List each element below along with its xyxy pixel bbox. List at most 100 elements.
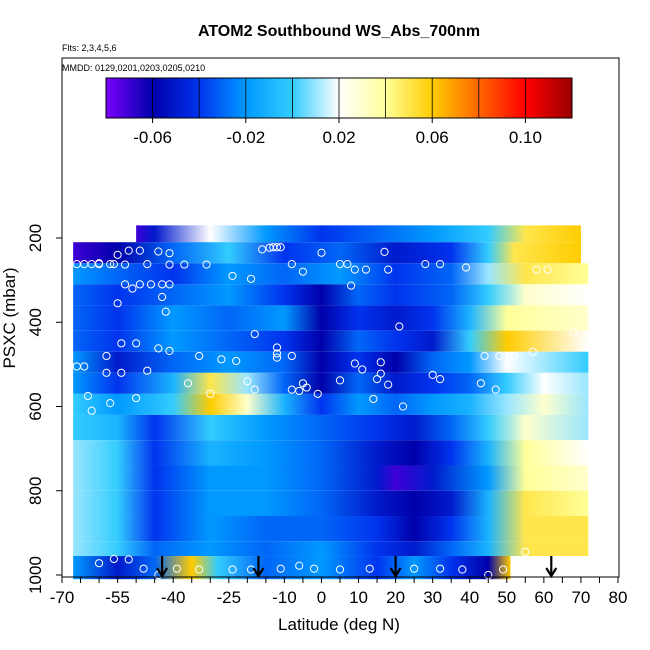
data-marker bbox=[250, 329, 259, 339]
data-marker bbox=[128, 284, 137, 293]
data-marker bbox=[510, 351, 519, 361]
heatmap-band bbox=[73, 414, 589, 441]
data-marker bbox=[258, 245, 267, 254]
colorbar-tick-label: -0.02 bbox=[226, 128, 265, 147]
data-marker bbox=[157, 292, 167, 302]
data-marker bbox=[276, 243, 285, 252]
data-marker bbox=[183, 379, 193, 388]
heatmap-band bbox=[73, 490, 589, 517]
down-arrow bbox=[252, 556, 265, 579]
data-marker bbox=[421, 260, 430, 269]
data-marker bbox=[106, 399, 115, 408]
colorbar-tick-label: -0.06 bbox=[133, 128, 172, 147]
data-marker bbox=[94, 260, 104, 269]
data-marker bbox=[272, 353, 282, 362]
x-tick-label: 80 bbox=[609, 588, 628, 607]
data-marker bbox=[435, 375, 445, 384]
data-marker bbox=[569, 328, 578, 337]
x-tick-label: 0 bbox=[317, 588, 326, 607]
heatmap-band bbox=[136, 225, 581, 243]
data-marker bbox=[65, 360, 74, 369]
data-marker bbox=[410, 564, 419, 573]
data-marker bbox=[139, 564, 148, 573]
data-marker bbox=[287, 385, 296, 394]
heatmap-band bbox=[73, 465, 589, 491]
data-marker bbox=[109, 260, 118, 269]
y-tick-label: 800 bbox=[26, 477, 45, 505]
data-marker bbox=[395, 322, 404, 331]
data-marker bbox=[361, 265, 371, 274]
data-marker bbox=[543, 265, 552, 274]
data-marker bbox=[165, 346, 174, 355]
data-marker bbox=[217, 355, 226, 364]
data-marker bbox=[109, 554, 118, 564]
data-marker bbox=[228, 271, 237, 281]
data-marker bbox=[132, 393, 141, 403]
x-tick-label: -40 bbox=[161, 588, 186, 607]
data-marker bbox=[384, 380, 393, 389]
heatmap-band bbox=[73, 372, 589, 394]
x-tick-label: 50 bbox=[497, 588, 516, 607]
y-tick-label: 600 bbox=[26, 392, 45, 420]
heatmap-band bbox=[73, 284, 589, 306]
data-marker bbox=[384, 265, 393, 274]
heatmap-band bbox=[73, 330, 589, 352]
data-marker bbox=[369, 394, 378, 404]
data-marker bbox=[165, 260, 174, 269]
data-marker bbox=[146, 280, 156, 289]
x-tick-label: -25 bbox=[217, 588, 242, 607]
data-marker bbox=[458, 565, 467, 574]
data-marker bbox=[132, 339, 141, 348]
arrow-head bbox=[156, 567, 169, 579]
data-marker bbox=[380, 247, 389, 257]
data-marker bbox=[350, 359, 359, 368]
down-arrow bbox=[389, 556, 402, 579]
heatmap-band bbox=[73, 351, 589, 373]
data-marker bbox=[202, 260, 211, 269]
data-marker bbox=[309, 564, 319, 573]
data-marker bbox=[165, 280, 174, 289]
data-marker bbox=[243, 377, 252, 386]
data-marker bbox=[532, 265, 541, 274]
data-marker bbox=[113, 299, 122, 308]
arrow-head bbox=[252, 567, 265, 579]
data-marker bbox=[398, 402, 408, 411]
heatmap-band bbox=[73, 393, 589, 415]
flight-arrows bbox=[156, 556, 558, 579]
data-marker bbox=[206, 389, 215, 398]
data-marker bbox=[376, 369, 385, 378]
data-marker bbox=[106, 260, 115, 269]
data-marker bbox=[143, 260, 152, 269]
x-axis: -70 -55 -40 -25 -10 0 10 20 30 40 50 60 70 80 bbox=[50, 577, 628, 607]
y-axis: 200 400 600 800 1000 bbox=[26, 224, 62, 594]
data-marker bbox=[102, 368, 111, 377]
data-marker bbox=[350, 265, 359, 274]
data-marker bbox=[372, 375, 382, 384]
data-marker bbox=[250, 385, 259, 394]
data-marker bbox=[246, 274, 256, 283]
data-marker bbox=[113, 250, 122, 259]
heatmap-band bbox=[73, 305, 589, 331]
colorbar-tick-label: 0.02 bbox=[322, 128, 355, 147]
data-marker bbox=[491, 385, 500, 394]
x-tick-label: 20 bbox=[386, 588, 405, 607]
x-tick-label: 70 bbox=[571, 588, 590, 607]
data-marker bbox=[287, 260, 296, 269]
data-marker bbox=[335, 376, 345, 385]
data-marker bbox=[435, 260, 445, 269]
data-marker bbox=[376, 358, 385, 367]
heatmap-band bbox=[73, 556, 511, 580]
down-arrow bbox=[156, 556, 169, 579]
data-marker bbox=[276, 564, 285, 573]
x-tick-label: -55 bbox=[105, 588, 130, 607]
data-marker bbox=[521, 547, 530, 556]
data-marker bbox=[295, 561, 304, 570]
data-marker bbox=[154, 344, 163, 353]
data-marker bbox=[180, 260, 189, 269]
y-tick-label: 400 bbox=[26, 308, 45, 336]
heatmap-band bbox=[73, 440, 589, 466]
colorbar: -0.06 -0.02 0.02 0.06 0.10 bbox=[105, 77, 573, 147]
y-tick-label: 200 bbox=[26, 224, 45, 252]
data-marker bbox=[154, 247, 163, 256]
colorbar-tick-label: 0.10 bbox=[509, 128, 542, 147]
